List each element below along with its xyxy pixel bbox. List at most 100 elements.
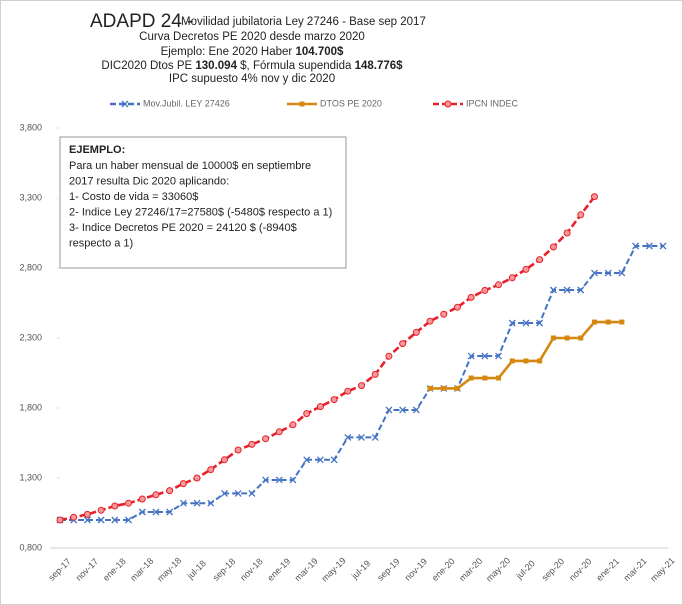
marker: [537, 358, 543, 364]
marker: [467, 352, 475, 360]
series-line: [59, 195, 596, 522]
marker: [577, 211, 585, 219]
marker: [495, 352, 503, 360]
legend-marker: [299, 101, 305, 107]
marker: [508, 274, 516, 282]
marker: [371, 370, 379, 378]
marker: [262, 435, 270, 443]
legend-label: DTOS PE 2020: [320, 98, 382, 108]
annotation-line: 1- Costo de vida = 33060$: [69, 191, 198, 203]
marker: [426, 317, 434, 325]
subtitle-part: Curva Decretos PE 2020 desde marzo 2020: [139, 31, 365, 43]
marker: [316, 456, 324, 464]
y-tick-label: 1,300: [19, 472, 42, 482]
subtitle: Curva Decretos PE 2020 desde marzo 2020: [139, 31, 365, 43]
marker: [111, 502, 119, 510]
marker: [550, 335, 556, 341]
subtitle-part: DIC2020 Dtos PE: [101, 60, 195, 72]
marker: [549, 286, 557, 294]
marker: [234, 446, 242, 454]
marker: [97, 516, 105, 524]
marker: [303, 410, 311, 418]
marker: [83, 516, 91, 524]
marker: [138, 495, 146, 503]
subtitle-part: 104.700$: [295, 46, 344, 58]
subtitle: IPC supuesto 4% nov y dic 2020: [169, 73, 335, 85]
marker: [125, 499, 133, 507]
marker: [536, 256, 544, 264]
marker: [577, 286, 585, 294]
marker: [481, 286, 489, 294]
marker: [330, 396, 338, 404]
marker: [97, 506, 105, 514]
marker: [289, 476, 297, 484]
marker: [193, 474, 201, 482]
marker: [564, 335, 570, 341]
y-tick-label: 1,800: [19, 402, 42, 412]
marker: [618, 269, 626, 277]
marker: [509, 358, 515, 364]
annotation-title: EJEMPLO:: [69, 144, 125, 156]
subtitle-part: Movilidad jubilatoria Ley 27246 - Base s…: [181, 16, 426, 28]
marker: [166, 508, 174, 516]
marker: [399, 340, 407, 348]
marker: [563, 286, 571, 294]
legend-label: IPCN INDEC: [466, 98, 519, 108]
subtitle-part: $, Fórmula supendida: [237, 60, 355, 72]
marker: [248, 440, 256, 448]
marker: [344, 433, 352, 441]
annotation-line: 3- Indice Decretos PE 2020 = 24120 $ (-8…: [69, 222, 297, 234]
marker: [248, 489, 256, 497]
subtitle-part: IPC supuesto 4% nov y dic 2020: [169, 73, 335, 85]
chart-title: ADAPD 24 -: [90, 11, 193, 32]
marker: [645, 242, 653, 250]
marker: [330, 456, 338, 464]
marker: [522, 265, 530, 273]
marker: [207, 499, 215, 507]
marker: [262, 476, 270, 484]
marker: [619, 319, 625, 325]
subtitle-part: 130.094: [195, 60, 237, 72]
marker: [453, 303, 461, 311]
annotation-line: 2- Indice Ley 27246/17=27580$ (-5480$ re…: [69, 206, 332, 218]
marker: [508, 319, 516, 327]
marker: [193, 499, 201, 507]
marker: [604, 269, 612, 277]
marker: [220, 456, 228, 464]
annotation-line: respecto a 1): [69, 237, 133, 249]
y-tick-label: 3,300: [19, 192, 42, 202]
marker: [536, 319, 544, 327]
annotation-box: [59, 136, 347, 269]
subtitle: Ejemplo: Ene 2020 Haber 104.700$: [161, 46, 344, 58]
marker: [399, 406, 407, 414]
marker: [179, 499, 187, 507]
marker: [632, 242, 640, 250]
legend-label: Mov.Jubil. LEY 27426: [143, 98, 230, 108]
marker: [427, 385, 433, 391]
marker: [468, 375, 474, 381]
subtitle-part: Ejemplo: Ene 2020 Haber: [161, 46, 296, 58]
marker: [220, 489, 228, 497]
marker: [441, 385, 447, 391]
marker: [549, 243, 557, 251]
marker: [207, 466, 215, 474]
marker: [591, 319, 597, 325]
marker: [563, 229, 571, 237]
subtitle: Movilidad jubilatoria Ley 27246 - Base s…: [181, 16, 426, 28]
marker: [440, 310, 448, 318]
marker: [138, 508, 146, 516]
marker: [358, 433, 365, 441]
marker: [482, 375, 488, 381]
marker: [125, 516, 132, 524]
y-tick-label: 2,800: [19, 262, 42, 272]
y-tick-label: 3,800: [19, 122, 42, 132]
marker: [454, 385, 460, 391]
marker: [111, 516, 119, 524]
marker: [496, 375, 502, 381]
marker: [578, 335, 584, 341]
subtitle: DIC2020 Dtos PE 130.094 $, Fórmula supen…: [101, 60, 403, 72]
marker: [152, 491, 160, 499]
marker: [371, 433, 379, 441]
